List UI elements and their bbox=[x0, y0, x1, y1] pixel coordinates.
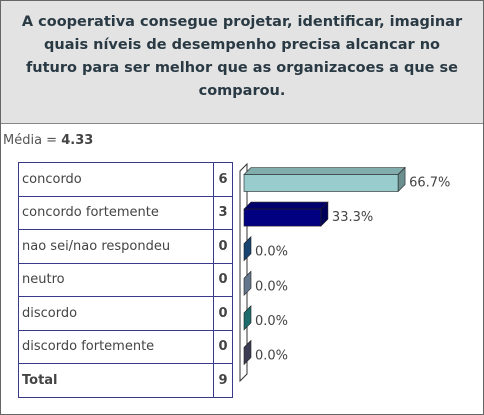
table-row: concordo 6 bbox=[18, 162, 233, 197]
value-label: 66.7% bbox=[409, 176, 450, 191]
row-label: nao sei/nao respondeu bbox=[18, 229, 214, 264]
table-row: neutro 0 bbox=[18, 262, 233, 297]
row-label: Total bbox=[18, 363, 214, 398]
row-label: concordo fortemente bbox=[18, 195, 214, 230]
value-label: 0.0% bbox=[255, 245, 288, 260]
bar-side bbox=[243, 270, 252, 297]
question-title: A cooperativa consegue projetar, identif… bbox=[1, 1, 483, 124]
bar-side bbox=[243, 235, 252, 262]
bar bbox=[243, 208, 322, 227]
mean-value: 4.33 bbox=[61, 133, 94, 148]
mean: Média = 4.33 bbox=[3, 133, 93, 148]
value-label: 33.3% bbox=[332, 210, 373, 225]
row-label: discordo bbox=[18, 296, 214, 331]
mean-label: Média = bbox=[3, 133, 58, 148]
table-row: discordo 0 bbox=[18, 296, 233, 331]
bar-top bbox=[243, 167, 406, 175]
value-label: 0.0% bbox=[255, 349, 288, 364]
row-label: discordo fortemente bbox=[18, 329, 214, 364]
table-row: concordo fortemente 3 bbox=[18, 195, 233, 230]
bar bbox=[243, 174, 399, 192]
bar-side bbox=[243, 305, 252, 331]
bar-top bbox=[243, 201, 329, 210]
answers-table: concordo 6 concordo fortemente 3 nao sei/nao… bbox=[18, 162, 233, 398]
table-row: discordo fortemente 0 bbox=[18, 329, 233, 364]
row-label: neutro bbox=[18, 262, 214, 297]
value-label: 0.0% bbox=[255, 314, 288, 329]
value-label: 0.0% bbox=[255, 279, 288, 294]
row-count: 9 bbox=[213, 363, 233, 398]
table-row: Total 9 bbox=[18, 363, 233, 398]
bar-side bbox=[243, 339, 252, 366]
